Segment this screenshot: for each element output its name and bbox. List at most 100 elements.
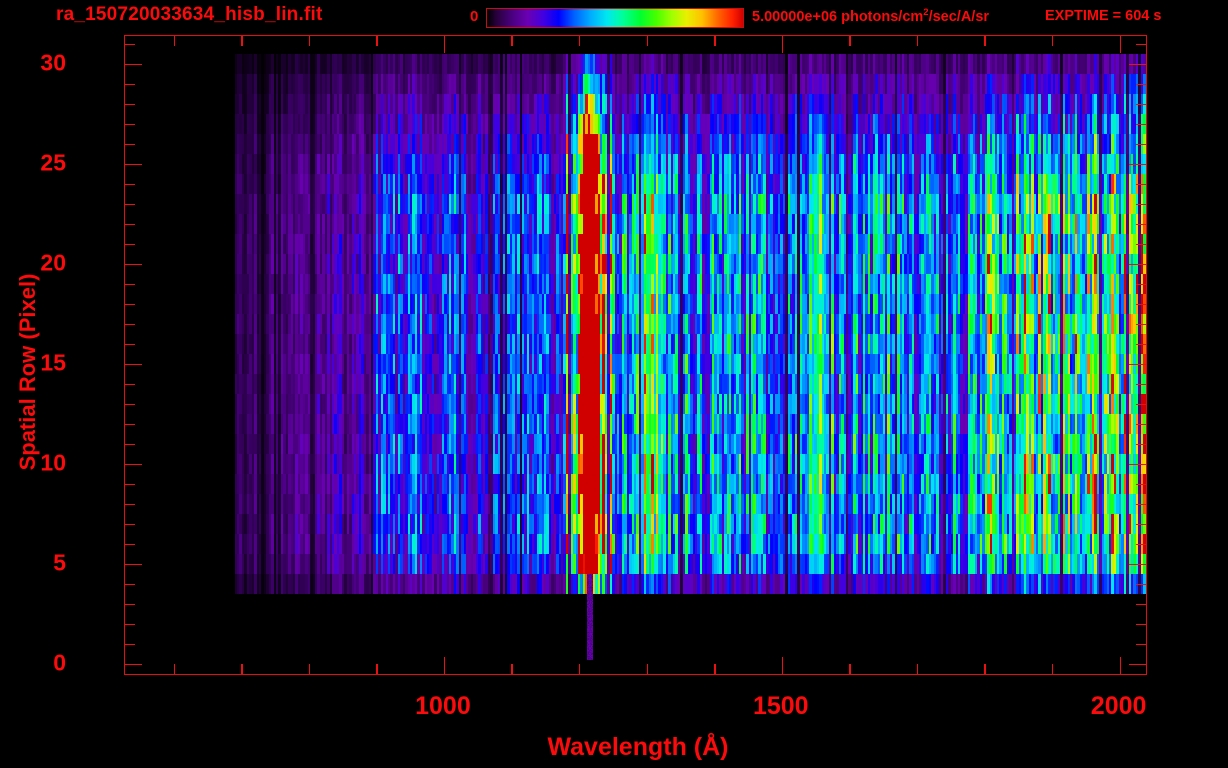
y-axis-tick (125, 624, 135, 626)
x-axis-title: Wavelength (Å) (547, 733, 729, 761)
y-axis-tick (1136, 44, 1146, 46)
y-axis-tick (125, 384, 135, 386)
colorbar-units-pre: photons/cm (837, 8, 924, 25)
plot-area (125, 36, 1146, 674)
x-axis-tick (714, 36, 716, 46)
x-axis-tick (511, 36, 513, 46)
y-axis-tick (125, 204, 135, 206)
x-axis-tick (849, 664, 851, 674)
y-axis-tick (125, 564, 142, 566)
y-axis-tick (1136, 184, 1146, 186)
y-axis-tick (1129, 264, 1146, 266)
x-axis-tick (916, 664, 919, 674)
y-axis-tick (1136, 424, 1146, 426)
y-axis-tick (1136, 384, 1146, 386)
x-axis-tick (579, 36, 581, 46)
y-axis-tick (125, 344, 135, 346)
colorbar-units-exponent: 2 (923, 7, 929, 18)
y-axis-tick (125, 304, 135, 306)
y-axis-tick (125, 264, 142, 266)
y-axis-tick (125, 124, 135, 126)
y-axis-tick (125, 464, 142, 466)
x-axis-tick (579, 664, 581, 674)
x-tick-label: 2000 (1090, 692, 1147, 720)
x-axis-tick (781, 657, 784, 674)
x-axis-tick (781, 36, 784, 53)
colorbar (486, 8, 744, 28)
y-axis-tick (1136, 344, 1146, 346)
y-axis-tick (1136, 584, 1146, 586)
y-tick-label: 15 (40, 349, 66, 376)
y-axis-tick (1129, 164, 1146, 166)
y-axis-tick (1136, 404, 1146, 406)
y-axis-tick (125, 64, 142, 66)
y-axis-tick (1129, 664, 1146, 666)
y-axis-title: Spatial Row (Pixel) (15, 273, 40, 471)
y-axis-tick (1136, 284, 1146, 286)
y-axis-tick (125, 524, 135, 526)
y-axis-tick (125, 584, 135, 586)
spectrogram-heatmap (125, 36, 1146, 674)
colorbar-units-post: /sec/A/sr (928, 8, 990, 25)
y-axis-tick (125, 664, 142, 666)
y-axis-tick (125, 444, 135, 446)
x-axis-tick (1119, 36, 1121, 53)
y-axis-tick (1136, 544, 1146, 546)
x-axis-tick (308, 36, 311, 46)
y-axis-tick (125, 104, 135, 106)
y-axis-tick (125, 84, 135, 86)
y-axis-tick (125, 484, 135, 486)
y-axis-tick (1136, 444, 1146, 446)
x-axis-tick (646, 36, 649, 46)
y-tick-label: 30 (40, 49, 66, 76)
y-axis-tick (125, 504, 135, 506)
colorbar-max-label: 5.00000e+06 photons/cm2/sec/A/sr (752, 7, 989, 25)
y-axis-tick (125, 364, 142, 366)
y-axis-tick (1136, 644, 1146, 646)
x-tick-label: 1500 (752, 692, 809, 720)
y-axis-tick (1136, 324, 1146, 326)
x-axis-tick (1052, 36, 1054, 46)
y-axis-tick (1136, 144, 1146, 146)
x-axis-tick (443, 657, 446, 674)
x-axis-tick (376, 664, 378, 674)
y-axis-tick (125, 324, 135, 326)
y-tick-label: 5 (53, 549, 66, 576)
y-axis-tick (1136, 304, 1146, 306)
y-tick-label: 25 (40, 149, 66, 176)
y-tick-label: 0 (53, 649, 66, 676)
y-axis-tick (1136, 604, 1146, 606)
y-axis-tick (1136, 224, 1146, 226)
y-axis-tick (125, 544, 135, 546)
y-axis-tick (1136, 84, 1146, 86)
y-axis-tick (125, 184, 135, 186)
y-axis-tick (125, 244, 135, 246)
y-axis-tick (1136, 524, 1146, 526)
y-axis-tick (125, 284, 135, 286)
x-axis-tick (984, 36, 986, 46)
x-axis-tick (308, 664, 311, 674)
page-title: ra_150720033634_hisb_lin.fit (56, 4, 323, 25)
y-tick-label: 20 (40, 249, 66, 276)
x-axis-tick (849, 36, 851, 46)
y-axis-tick (1129, 464, 1146, 466)
x-axis-tick (376, 36, 378, 46)
y-axis-tick (125, 424, 135, 426)
y-axis-tick (1136, 124, 1146, 126)
y-axis-tick (1136, 204, 1146, 206)
x-tick-label: 1000 (415, 692, 471, 720)
x-axis-tick (173, 36, 176, 46)
x-axis-tick (916, 36, 919, 46)
plot-frame (124, 35, 1147, 675)
x-axis-tick (984, 664, 986, 674)
y-axis-tick (1129, 364, 1146, 366)
colorbar-max-value: 5.00000e+06 (752, 8, 838, 25)
y-axis-tick (125, 644, 135, 646)
y-axis-tick (125, 604, 135, 606)
x-axis-tick (1052, 664, 1054, 674)
exposure-time-label: EXPTIME = 604 s (1045, 8, 1162, 24)
y-axis-tick (1129, 64, 1146, 66)
x-axis-tick (1119, 657, 1121, 674)
x-axis-tick (173, 664, 176, 674)
y-axis-tick (1136, 484, 1146, 486)
